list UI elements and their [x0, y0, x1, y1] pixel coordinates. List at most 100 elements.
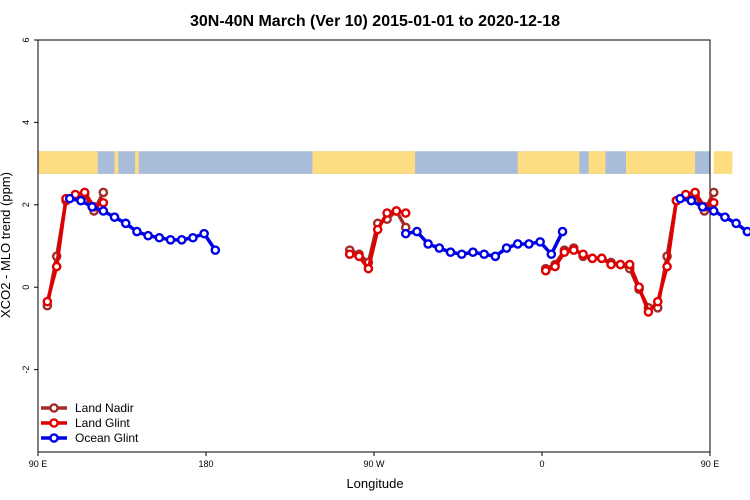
land-mass-3	[312, 151, 416, 174]
series-0-point-0-6	[98, 187, 109, 198]
series-2	[64, 193, 750, 262]
series-2-point-0-4	[109, 212, 120, 222]
x-tick-label-3: 0	[539, 459, 544, 469]
y-tick-label-1: 0	[21, 285, 31, 290]
series-1-point-2-16	[690, 187, 700, 198]
series-2-point-1-8	[490, 251, 501, 262]
y-tick-label-0: -2	[21, 366, 31, 374]
series-1-point-2-8	[615, 259, 626, 270]
legend-label-2: Ocean Glint	[75, 431, 139, 445]
series-1-point-2-1	[550, 261, 560, 272]
series-2-point-1-6	[468, 247, 478, 257]
series-2-point-1-3	[434, 243, 445, 253]
land-mass-2	[135, 151, 139, 174]
series-2-point-2-4	[720, 212, 730, 222]
series-1-point-1-3	[372, 224, 383, 235]
y-tick-label-3: 4	[21, 120, 31, 125]
land-mass-6	[626, 151, 696, 174]
series-1-point-2-13	[662, 261, 672, 272]
series-2-point-1-1	[412, 226, 422, 237]
series-1-point-2-3	[568, 245, 579, 255]
series-2-point-0-12	[199, 228, 209, 239]
series-1-point-2-12	[652, 296, 663, 307]
series-1-point-2-0	[540, 265, 551, 276]
series-2-point-1-2	[423, 239, 433, 249]
series-1-point-2-11	[643, 307, 654, 317]
legend-label-1: Land Glint	[75, 416, 130, 430]
y-axis-label: XCO2 - MLO trend (ppm)	[0, 172, 13, 318]
legend-marker-2	[49, 433, 59, 443]
series-2-point-2-0	[675, 193, 685, 204]
series-2-point-0-2	[87, 202, 97, 212]
y-tick-label-4: 6	[21, 37, 31, 42]
series-1-point-2-18	[708, 197, 719, 208]
series-1-point-2-10	[634, 282, 644, 293]
legend-marker-1	[49, 418, 59, 428]
x-tick-label-0: 90 E	[29, 459, 48, 469]
series-2-point-1-9	[501, 243, 512, 253]
series-2-point-2-3	[708, 206, 719, 216]
land-mass-4	[517, 151, 580, 174]
series-2-point-0-1	[76, 195, 86, 206]
series-1-point-2-5	[587, 253, 598, 264]
series-1-point-2-4	[578, 249, 588, 260]
series-1	[42, 187, 719, 317]
series-2-point-0-8	[154, 232, 165, 243]
series-2-point-0-11	[188, 232, 198, 243]
series-2-point-0-3	[98, 206, 109, 216]
series-0-point-2-18	[708, 187, 719, 198]
x-tick-label-1: 180	[198, 459, 213, 469]
series-1-point-0-6	[98, 197, 109, 208]
series-1-point-1-4	[382, 208, 392, 218]
series-2-point-2-6	[742, 226, 750, 237]
series-2-point-2-5	[731, 218, 741, 229]
series-1-point-0-0	[42, 296, 53, 307]
x-tick-label-4: 90 E	[701, 459, 720, 469]
land-ocean-strip	[38, 151, 733, 174]
y-tick-label-2: 2	[21, 202, 31, 207]
x-tick-label-2: 90 W	[363, 459, 385, 469]
series-2-point-0-7	[143, 230, 153, 241]
series-1-point-1-0	[344, 249, 355, 260]
series-2-point-1-13	[546, 249, 557, 260]
series-2-point-1-4	[445, 247, 456, 257]
series-1-point-2-7	[606, 259, 616, 270]
series-1-point-1-5	[391, 206, 402, 216]
series-2-point-2-2	[697, 202, 708, 212]
legend-marker-0	[49, 403, 59, 413]
series-1-point-1-2	[363, 263, 374, 274]
chart-title: 30N-40N March (Ver 10) 2015-01-01 to 202…	[190, 13, 560, 30]
x-axis-label: Longitude	[346, 476, 403, 491]
legend-label-0: Land Nadir	[75, 401, 134, 415]
series-2-point-0-6	[132, 226, 142, 237]
series-2-point-1-14	[557, 226, 568, 237]
axis-ticks: 90 E 180 90 W 0 90 E -2 0 2 4 6	[21, 37, 719, 469]
series-2-point-1-0	[400, 228, 411, 239]
series-2-point-0-5	[120, 218, 131, 229]
land-mass-1	[114, 151, 119, 174]
series-2-point-1-5	[456, 249, 467, 260]
series-2-point-1-10	[512, 239, 523, 249]
series-1-point-2-2	[559, 247, 570, 257]
series-2-point-1-12	[535, 237, 545, 247]
series-1-point-1-6	[400, 208, 411, 218]
series-0	[42, 187, 719, 313]
series-2-point-0-10	[176, 235, 187, 245]
series-2-point-1-11	[524, 239, 534, 249]
series-1-point-1-1	[354, 251, 364, 262]
series-2-point-0-9	[165, 235, 176, 245]
series-1-point-2-6	[596, 253, 607, 264]
land-mass-5	[588, 151, 606, 174]
series-2-point-2-1	[686, 195, 697, 206]
land-mass-0	[38, 151, 98, 174]
land-mass-7	[713, 151, 733, 174]
series-1-point-0-1	[51, 261, 62, 272]
series-1-point-2-9	[624, 259, 635, 270]
series-1-point-0-4	[79, 187, 90, 198]
series-2-point-0-0	[64, 193, 75, 204]
series-layer	[42, 187, 750, 317]
series-2-point-0-13	[210, 245, 221, 255]
series-2-point-1-7	[479, 249, 489, 260]
